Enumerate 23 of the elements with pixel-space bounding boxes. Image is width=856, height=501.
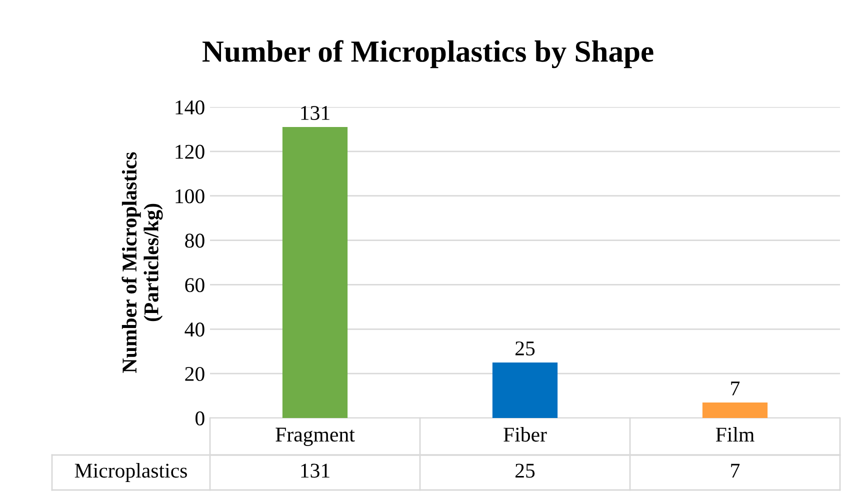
bar: [492, 362, 558, 418]
y-tick-label: 120: [176, 144, 204, 159]
chart-title: Number of Microplastics by Shape: [202, 40, 654, 68]
data-label: 131: [301, 106, 330, 120]
data-label: 25: [516, 341, 535, 356]
text: 25: [516, 464, 535, 478]
bar: [702, 402, 768, 418]
bar: [282, 126, 348, 418]
text: 131: [301, 464, 330, 478]
text: Microplastics: [74, 463, 187, 482]
y-axis-title: Number of Microplastics (Particles/kg): [122, 152, 163, 373]
x-tick-label: Fragment: [276, 428, 355, 446]
text: 7: [731, 464, 740, 478]
y-tick-label: 80: [185, 234, 204, 248]
y-tick-label: 40: [184, 322, 204, 337]
y-tick-label: 60: [185, 278, 204, 292]
y-tick-label: 100: [176, 189, 204, 204]
y-tick-label: 0: [196, 411, 204, 426]
x-tick-label: Fiber: [504, 427, 547, 442]
y-tick-label: 140: [176, 100, 204, 114]
y-tick-label: 20: [185, 366, 204, 382]
x-tick-label: Film: [716, 427, 754, 442]
data-label: 7: [731, 382, 740, 396]
